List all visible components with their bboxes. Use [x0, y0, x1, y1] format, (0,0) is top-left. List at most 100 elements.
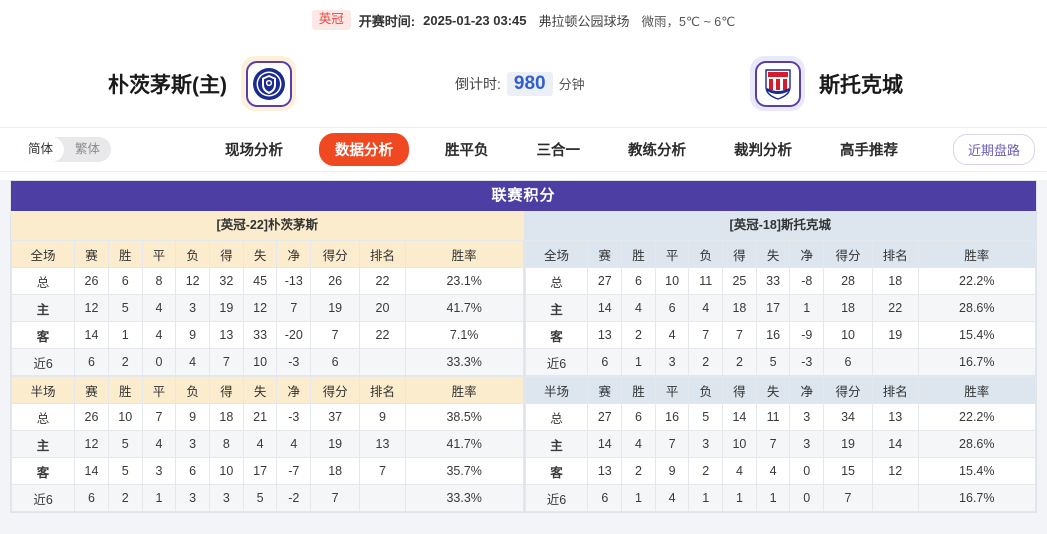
col-loss: 负 — [688, 240, 724, 268]
home-full-header-row: 全场 赛 胜 平 负 得 失 净 得分 排名 胜率 — [10, 240, 524, 268]
table-row: 近6 6 2 1 3 3 5 -2 7 33.3% — [10, 484, 524, 512]
row-scope-label: 总 — [10, 267, 76, 295]
cell-5: 5 — [755, 348, 791, 376]
table-row: 总 26 6 8 12 32 45 -13 26 22 23.1% — [10, 267, 524, 295]
cell-0: 14 — [587, 294, 623, 322]
cell-8: 20 — [359, 294, 406, 322]
cell-0: 14 — [587, 430, 623, 458]
cell-4: 19 — [209, 294, 244, 322]
cell-1: 1 — [621, 348, 656, 376]
cell-6: 0 — [789, 484, 825, 512]
cell-8: 13 — [871, 403, 919, 431]
cell-9: 33.3% — [404, 484, 524, 512]
col-ga: 失 — [242, 240, 278, 268]
tab-live-analysis[interactable]: 现场分析 — [225, 143, 283, 159]
cell-4: 4 — [722, 457, 757, 485]
cell-2: 4 — [141, 294, 177, 322]
tab-expert-picks[interactable]: 高手推荐 — [840, 143, 898, 159]
col-gd: 净 — [276, 240, 312, 268]
cell-5: 7 — [755, 430, 791, 458]
cell-2: 4 — [654, 484, 690, 512]
away-full-match-table: 全场 赛 胜 平 负 得 失 净 得分 排名 胜率 — [524, 240, 1037, 376]
cell-1: 2 — [621, 457, 656, 485]
home-team-block[interactable]: 朴茨茅斯(主) — [108, 56, 296, 111]
venue-name: 弗拉顿公园球场 — [538, 13, 630, 29]
cell-9: 28.6% — [917, 294, 1037, 322]
col-rank: 排名 — [871, 376, 919, 404]
cell-1: 1 — [107, 321, 143, 349]
col-scope: 半场 — [10, 376, 76, 404]
col-loss: 负 — [175, 240, 210, 268]
row-scope-label: 近6 — [10, 484, 76, 512]
cell-6: 0 — [789, 457, 825, 485]
tab-referee-analysis[interactable]: 裁判分析 — [734, 143, 792, 159]
cell-9: 28.6% — [917, 430, 1037, 458]
row-scope-label: 总 — [10, 403, 76, 431]
lang-traditional-option[interactable]: 繁体 — [75, 142, 101, 157]
cell-6: 3 — [789, 430, 825, 458]
language-toggle[interactable]: 简体 繁体 — [17, 137, 112, 162]
col-rank: 排名 — [359, 240, 406, 268]
cell-6: -2 — [276, 484, 312, 512]
row-scope-label: 客 — [10, 321, 76, 349]
col-draw: 平 — [141, 240, 177, 268]
panel-title: 联赛积分 — [11, 181, 1036, 211]
cell-1: 2 — [107, 348, 143, 376]
cell-1: 6 — [107, 267, 143, 295]
row-scope-label: 近6 — [10, 348, 76, 376]
tab-three-in-one[interactable]: 三合一 — [536, 143, 581, 159]
cell-9: 15.4% — [917, 457, 1037, 485]
cell-0: 12 — [74, 294, 109, 322]
cell-2: 1 — [141, 484, 177, 512]
cell-1: 2 — [107, 484, 143, 512]
col-ga: 失 — [755, 240, 791, 268]
col-played: 赛 — [74, 376, 109, 404]
cell-0: 6 — [587, 484, 623, 512]
col-played: 赛 — [74, 240, 109, 268]
cell-7: 34 — [823, 403, 873, 431]
cell-2: 3 — [141, 457, 177, 485]
home-half-header-row: 半场 赛 胜 平 负 得 失 净 得分 排名 胜率 — [10, 376, 524, 404]
cell-4: 7 — [209, 348, 244, 376]
cell-5: 1 — [755, 484, 791, 512]
home-standings-column: [英冠-22]朴茨茅斯 全场 赛 胜 平 负 得 — [10, 211, 524, 512]
tab-win-draw-loss[interactable]: 胜平负 — [445, 143, 489, 159]
cell-9: 16.7% — [917, 348, 1037, 376]
col-gf: 得 — [722, 376, 757, 404]
cell-5: 10 — [242, 348, 278, 376]
cell-3: 4 — [175, 348, 210, 376]
col-winrate: 胜率 — [917, 240, 1037, 268]
cell-5: 33 — [755, 267, 791, 295]
cell-9: 23.1% — [404, 267, 524, 295]
cell-9: 15.4% — [917, 321, 1037, 349]
countdown-unit: 分钟 — [558, 77, 585, 92]
cell-1: 2 — [621, 321, 656, 349]
home-full-body: 总 26 6 8 12 32 45 -13 26 22 23.1% 主 12 5 4 3 19 12 7 19 20 41… — [10, 267, 524, 376]
away-half-header-row: 半场 赛 胜 平 负 得 失 净 得分 排名 胜率 — [524, 376, 1037, 404]
cell-0: 14 — [74, 321, 109, 349]
table-row: 主 12 5 4 3 8 4 4 19 13 41.7% — [10, 430, 524, 458]
cell-6: -3 — [276, 348, 312, 376]
cell-3: 3 — [175, 430, 210, 458]
recent-odds-button[interactable]: 近期盘路 — [952, 134, 1035, 165]
table-row: 客 14 1 4 9 13 33 -20 7 22 7.1% — [10, 321, 524, 349]
cell-6: 1 — [789, 294, 825, 322]
col-winrate: 胜率 — [404, 240, 524, 268]
cell-7: 7 — [310, 321, 361, 349]
away-team-block[interactable]: 斯托克城 — [750, 56, 903, 111]
row-scope-label: 客 — [10, 457, 76, 485]
cell-9: 33.3% — [404, 348, 524, 376]
cell-8: 14 — [871, 430, 919, 458]
cell-1: 6 — [621, 403, 656, 431]
cell-0: 26 — [74, 403, 109, 431]
col-draw: 平 — [654, 240, 690, 268]
away-full-body: 总 27 6 10 11 25 33 -8 28 18 22.2% 主 14 4 6 4 18 17 1 18 22 28… — [524, 267, 1037, 376]
lang-simplified-option[interactable]: 简体 — [17, 137, 65, 162]
cell-6: 7 — [276, 294, 312, 322]
tab-coach-analysis[interactable]: 教练分析 — [628, 143, 686, 159]
cell-5: 4 — [755, 457, 791, 485]
tab-data-analysis[interactable]: 数据分析 — [319, 133, 409, 166]
row-scope-label: 主 — [10, 294, 76, 322]
row-scope-label: 近6 — [524, 484, 589, 512]
col-points: 得分 — [823, 376, 873, 404]
